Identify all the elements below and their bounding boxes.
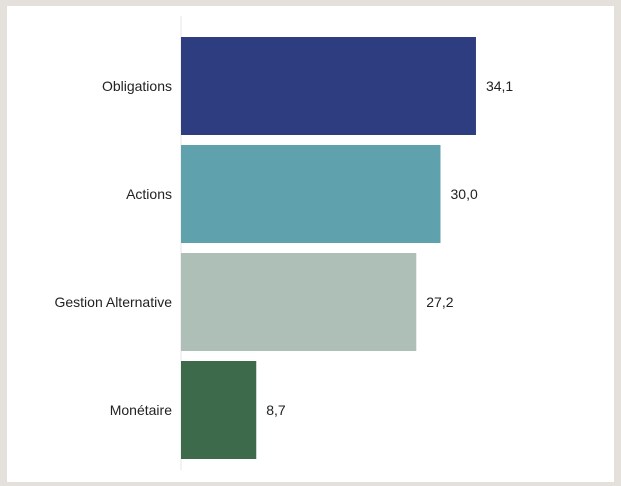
category-label-actions: Actions <box>126 186 172 202</box>
bars-group <box>181 37 476 459</box>
value-label-actions: 30,0 <box>451 186 478 202</box>
value-label-gestion-alternative: 27,2 <box>426 294 453 310</box>
category-label-obligations: Obligations <box>102 78 172 94</box>
category-labels-group: Obligations Actions Gestion Alternative Mon… <box>54 78 172 418</box>
category-label-monetaire: Monétaire <box>110 402 172 418</box>
bar-monetaire <box>181 361 256 459</box>
bar-gestion-alternative <box>181 253 416 351</box>
bar-actions <box>181 145 441 243</box>
bar-obligations <box>181 37 476 135</box>
category-label-gestion-alternative: Gestion Alternative <box>54 294 172 310</box>
value-label-monetaire: 8,7 <box>266 402 286 418</box>
value-label-obligations: 34,1 <box>486 78 513 94</box>
